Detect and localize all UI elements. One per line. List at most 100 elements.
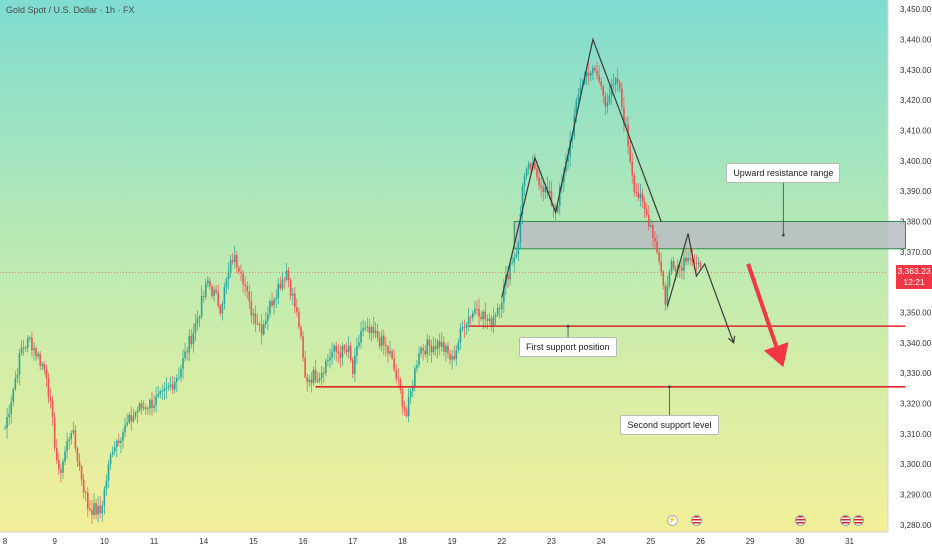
candle-body [424, 350, 427, 355]
candle-body [459, 328, 462, 343]
annotation-label[interactable]: Upward resistance range [726, 162, 841, 183]
candle-body [325, 361, 327, 374]
flag-icon[interactable] [840, 515, 852, 526]
y-tick-label: 3,410.00 [900, 126, 932, 135]
annotation-label[interactable]: First support position [519, 337, 617, 358]
candle-body [360, 330, 362, 343]
candle-body [248, 291, 251, 302]
candle-body [196, 318, 199, 324]
candle-body [176, 378, 178, 382]
candle-body [66, 441, 68, 452]
candle-body [151, 399, 153, 409]
candle-body [633, 175, 636, 192]
flag-icon[interactable] [794, 515, 806, 526]
candle-body [329, 357, 331, 360]
candle-body [279, 284, 282, 289]
candle-body [41, 363, 44, 366]
candle-body [521, 186, 524, 214]
candle-body [229, 260, 232, 272]
candle-body [438, 341, 441, 347]
candle-body [258, 323, 261, 325]
candle-body [26, 337, 29, 348]
candle-body [120, 440, 122, 444]
candle-body [517, 242, 520, 255]
candle-body [685, 257, 687, 262]
candle-body [302, 336, 304, 358]
candle-body [602, 86, 605, 96]
candle-body [697, 262, 700, 264]
symbol-title: Gold Spot / U.S. Dollar · 1h · FX [6, 5, 135, 15]
candle-body [569, 140, 571, 157]
candle-body [113, 447, 116, 452]
flag-icon[interactable] [691, 515, 703, 526]
candle-body [641, 193, 644, 202]
candle-body [647, 214, 650, 227]
candle-body [10, 402, 13, 414]
candle-body [587, 72, 590, 76]
candle-body [221, 303, 224, 314]
candle-body [534, 163, 536, 169]
candle-body [8, 413, 10, 417]
candle-body [525, 168, 528, 177]
down-arrow-shaft [746, 263, 779, 347]
candle-body [660, 261, 662, 272]
candle-body [200, 295, 203, 317]
candle-body [513, 257, 516, 263]
x-tick-label: 19 [448, 537, 457, 546]
x-tick-label: 29 [746, 537, 755, 546]
candle-body [387, 346, 389, 354]
x-tick-label: 23 [547, 537, 556, 546]
candle-body [542, 187, 544, 193]
y-tick-label: 3,350.00 [900, 308, 932, 317]
x-tick-label: 25 [646, 537, 655, 546]
candle-body [618, 82, 621, 89]
y-tick-label: 3,380.00 [900, 217, 932, 226]
candle-body [672, 261, 675, 269]
candle-body [511, 262, 513, 264]
candle-body [211, 286, 213, 296]
candle-body [60, 469, 62, 473]
candle-body [190, 335, 193, 345]
y-tick-label: 3,340.00 [900, 339, 932, 348]
candle-body [186, 351, 188, 353]
candle-body [592, 67, 594, 73]
candle-body [351, 359, 354, 374]
candle-body [68, 439, 70, 442]
candle-body [556, 206, 559, 213]
candle-body [82, 479, 85, 493]
y-tick-label: 3,370.00 [900, 248, 932, 257]
candle-body [53, 417, 56, 448]
candle-body [236, 255, 238, 268]
candle-body [70, 432, 73, 440]
candle-body [318, 377, 321, 381]
candle-body [668, 271, 671, 286]
candle-body [64, 451, 66, 462]
candle-body [140, 403, 143, 409]
candle-body [180, 368, 182, 378]
y-tick-label: 3,400.00 [900, 157, 932, 166]
flash-icon[interactable]: ⚡ [666, 515, 678, 526]
candle-body [374, 330, 377, 334]
pattern-path [501, 37, 662, 298]
candle-body [291, 293, 294, 296]
candle-body [231, 260, 234, 262]
candle-body [608, 95, 611, 103]
candle-body [244, 284, 246, 287]
candle-body [579, 87, 582, 95]
annotation-label[interactable]: Second support level [620, 414, 719, 435]
candle-body [289, 280, 292, 296]
candle-body [405, 410, 408, 417]
candle-body [262, 324, 265, 335]
candle-body [37, 353, 39, 357]
candle-body [536, 168, 538, 178]
candle-body [294, 293, 296, 308]
candle-body [451, 356, 453, 360]
candle-body [658, 252, 660, 262]
current-price-tag: 3,363.23 12:21 [896, 265, 932, 290]
candle-body [265, 320, 267, 325]
candle-body [171, 384, 174, 390]
flag-icon[interactable] [852, 515, 864, 526]
candle-body [159, 391, 162, 395]
